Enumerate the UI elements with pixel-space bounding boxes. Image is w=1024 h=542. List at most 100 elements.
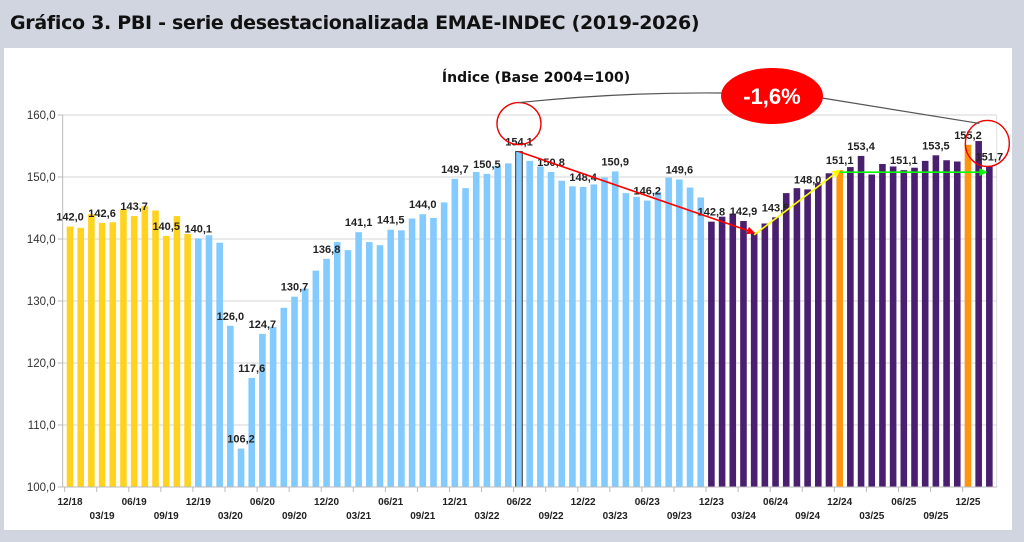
bar-08-25	[921, 160, 929, 487]
data-label: 143,5	[762, 202, 790, 214]
x-tick-label: 06/20	[250, 497, 275, 508]
data-labels: 142,0 142,6 143,7 140,5 140,1 126,0 106,2 117,6…	[56, 130, 1003, 446]
bar-09-24	[804, 189, 811, 487]
bar-09-23	[676, 179, 683, 488]
bar-09-20	[291, 296, 298, 487]
data-label: 153,5	[922, 140, 950, 152]
bar-10-19	[173, 216, 181, 487]
bar-06-20	[259, 333, 266, 487]
bar-03-19	[98, 222, 106, 487]
data-label: 106,2	[227, 434, 255, 446]
data-label: 148,0	[794, 174, 822, 186]
bars	[66, 141, 993, 488]
data-label: 151,1	[890, 155, 918, 167]
data-label: 142,9	[730, 206, 758, 218]
bar-10-20	[301, 288, 309, 487]
bar-01-24	[718, 216, 726, 487]
bar-10-24	[815, 183, 822, 487]
bar-07-25	[911, 167, 918, 487]
bar-06-19	[130, 216, 138, 487]
data-label: 141,5	[377, 215, 405, 227]
data-label: 140,1	[185, 223, 213, 235]
x-tick-label: 06/25	[891, 497, 916, 508]
y-tick-label: 130,0	[27, 296, 56, 308]
y-tick-label: 160,0	[27, 110, 56, 122]
change-label: -1,6%	[743, 84, 800, 109]
data-label: 142,0	[56, 212, 84, 224]
bar-06-22	[515, 151, 523, 488]
x-tick-label: 03/20	[218, 511, 243, 522]
bar-03-20	[227, 325, 234, 487]
x-tick-label: 12/22	[571, 497, 596, 508]
bar-10-23	[686, 187, 694, 488]
trend-arrow	[518, 150, 756, 235]
x-tick-label: 12/19	[186, 497, 211, 508]
bar-12-18	[66, 226, 74, 487]
x-tick-label: 09/20	[282, 511, 307, 522]
bar-03-25	[868, 174, 876, 487]
bar-05-22	[504, 163, 512, 488]
bar-01-20	[205, 235, 213, 487]
data-label: 146,2	[633, 186, 661, 198]
bar-07-24	[782, 193, 790, 487]
bar-07-19	[141, 206, 149, 487]
data-label: 126,0	[217, 311, 245, 323]
x-axis: 12/18 03/19 06/19 09/19 12/19 03/20 06/20 09/20…	[57, 486, 997, 522]
bar-02-25	[857, 155, 865, 488]
bar-02-24	[729, 213, 737, 487]
x-tick-label: 06/23	[635, 497, 660, 508]
data-label: 124,7	[249, 319, 277, 331]
bar-06-21	[387, 229, 394, 487]
bar-09-25	[932, 155, 940, 488]
bar-11-22	[569, 186, 576, 488]
bar-12-25	[964, 144, 972, 487]
data-label: 143,7	[120, 201, 148, 213]
x-tick-label: 09/23	[667, 511, 692, 522]
data-label: 142,6	[88, 208, 116, 220]
y-tick-label: 110,0	[28, 420, 56, 432]
bar-03-22	[483, 173, 491, 487]
bar-06-23	[643, 200, 651, 487]
change-badge	[721, 68, 823, 124]
bar-09-22	[547, 172, 555, 488]
x-tick-label: 09/22	[539, 511, 564, 522]
bar-01-25	[847, 167, 854, 487]
data-label: 155,2	[954, 130, 982, 142]
bar-10-25	[943, 160, 950, 487]
data-label: 151,1	[826, 155, 854, 167]
bar-05-23	[633, 196, 640, 487]
x-tick-label: 03/19	[90, 511, 115, 522]
bar-11-23	[697, 197, 705, 487]
data-label: 149,7	[441, 164, 469, 176]
bar-05-19	[120, 209, 127, 488]
bar-05-21	[376, 245, 384, 487]
bar-06-25	[900, 170, 908, 487]
y-tick-label: 100,0	[27, 482, 56, 494]
bar-04-24	[750, 232, 758, 487]
data-label: 153,4	[847, 141, 875, 153]
y-tick-label: 140,0	[27, 234, 56, 246]
chart-title: Gráfico 3. PBI - serie desestacionalizad…	[10, 12, 700, 34]
bar-10-21	[430, 217, 437, 488]
x-tick-label: 03/22	[474, 511, 499, 522]
highlight-circle-end	[964, 119, 1011, 168]
x-tick-label: 09/21	[410, 511, 435, 522]
bar-08-20	[280, 307, 288, 487]
bar-04-22	[494, 165, 501, 487]
bar-01-22	[462, 188, 469, 487]
bar-03-23	[611, 171, 619, 488]
bar-05-20	[248, 377, 256, 487]
bar-07-21	[398, 230, 405, 487]
chart-subtitle: Índice (Base 2004=100)	[442, 69, 630, 86]
bar-04-20	[237, 448, 245, 487]
connector-line	[821, 97, 980, 125]
bar-11-20	[312, 270, 320, 487]
data-label: 136,8	[313, 244, 341, 256]
bar-08-19	[152, 210, 159, 488]
bar-11-21	[440, 202, 448, 488]
data-label: 130,7	[281, 282, 309, 294]
x-tick-label: 06/24	[763, 497, 788, 508]
bar-06-24	[772, 217, 779, 488]
bar-01-26	[975, 141, 982, 488]
bar-02-20	[216, 242, 223, 487]
